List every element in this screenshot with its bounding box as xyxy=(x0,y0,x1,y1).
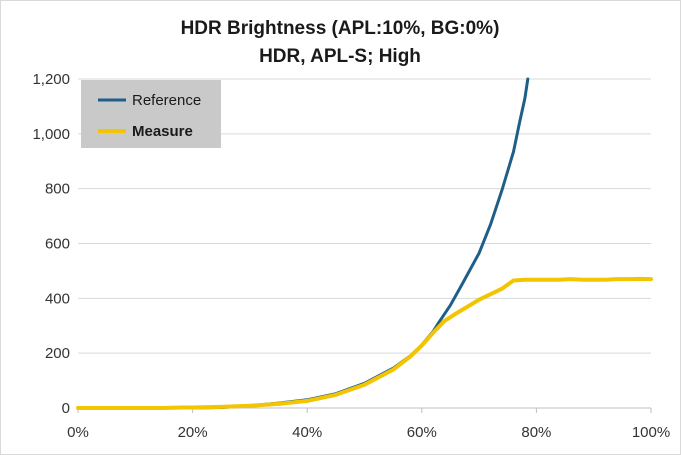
legend-background xyxy=(81,80,221,148)
legend-label-reference: Reference xyxy=(132,92,201,109)
y-tick-label: 1,200 xyxy=(32,71,70,88)
x-tick-label: 100% xyxy=(632,424,670,441)
series-group xyxy=(76,77,653,410)
chart-title-line-2: HDR, APL-S; High xyxy=(259,46,421,67)
x-tick-label: 40% xyxy=(292,424,322,441)
legend: Reference Measure xyxy=(81,80,221,148)
y-tick-label: 600 xyxy=(45,236,70,253)
y-tick-label: 800 xyxy=(45,181,70,198)
chart-title-line-1: HDR Brightness (APL:10%, BG:0%) xyxy=(181,18,500,39)
x-tick-label: 20% xyxy=(178,424,208,441)
y-tick-label: 0 xyxy=(62,400,70,417)
x-tick-label: 80% xyxy=(521,424,551,441)
y-tick-label: 200 xyxy=(45,345,70,362)
y-tick-label: 1,000 xyxy=(32,126,70,143)
legend-label-measure: Measure xyxy=(132,123,193,140)
x-axis-ticks: 0% 20% 40% 60% 80% 100% xyxy=(67,408,670,441)
x-tick-label: 0% xyxy=(67,424,89,441)
y-axis-ticks: 0 200 400 600 800 1,000 1,200 xyxy=(32,71,70,417)
series-line-measure xyxy=(76,276,653,410)
y-tick-label: 400 xyxy=(45,290,70,307)
x-tick-label: 60% xyxy=(407,424,437,441)
